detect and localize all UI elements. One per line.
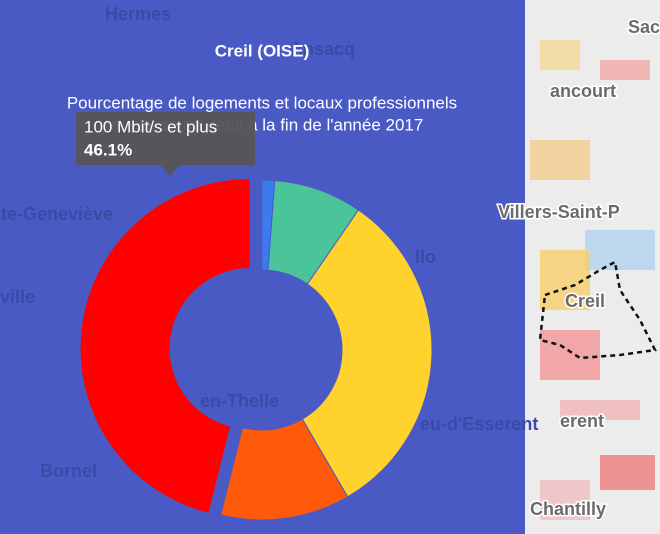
donut-slice [301,209,433,498]
map-label: Villers-Saint-P [498,202,620,222]
chart-title: Creil (OISE) [215,41,309,60]
map-label: Ansacq [290,39,355,59]
map-label: en-Thelle [200,391,279,411]
map-label: ancourt [550,81,616,101]
tooltip: 100 Mbit/s et plus 46.1% [76,112,255,176]
map-label: Creil [565,291,605,311]
donut-slice [79,178,251,515]
chart-subtitle: Pourcentage de logements et locaux profe… [67,93,457,112]
map-label: Sac [628,17,660,37]
map-patches [530,40,657,520]
map-label: llo [415,247,436,267]
map-label: Chantilly [530,499,606,519]
map-label: ville [0,287,35,307]
map-label: Hermes [105,4,171,24]
map-label: erent [560,411,604,431]
tooltip-label: 100 Mbit/s et plus [84,117,217,136]
donut-slice [220,418,349,521]
tooltip-value: 46.1% [84,140,132,159]
map-label: Bornel [40,461,97,481]
map-label: eu-d'Esserent [420,414,538,434]
map-label: nte-Geneviève [0,204,113,224]
